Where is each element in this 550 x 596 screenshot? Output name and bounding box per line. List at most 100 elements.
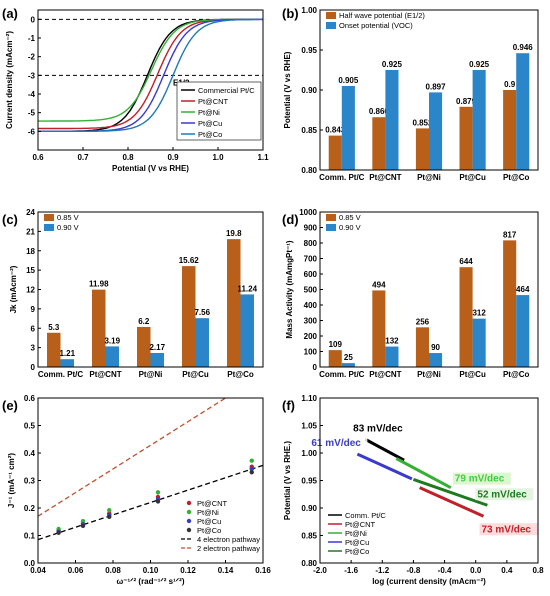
- legend-swatch: [44, 224, 54, 231]
- data-label: 5.3: [48, 323, 60, 332]
- y-tick-label: 0.4: [24, 449, 36, 458]
- y-tick-label: 0.6: [24, 394, 36, 403]
- y-tick-label: -3: [28, 71, 36, 80]
- y-tick-label: 0.95: [301, 477, 317, 486]
- data-label: 312: [472, 309, 486, 318]
- y-axis-label: J⁻¹ (mA⁻¹ cm²): [7, 453, 16, 508]
- bar: [472, 70, 486, 170]
- data-label: 90: [431, 343, 440, 352]
- series-line: [419, 486, 485, 518]
- x-tick-label: 0.8: [122, 153, 134, 162]
- y-tick-label: 900: [304, 224, 318, 233]
- data-label: 0.925: [382, 60, 403, 69]
- data-point: [80, 519, 86, 524]
- slope-label: 79 mV/dec: [455, 474, 505, 485]
- data-label: 494: [372, 280, 386, 289]
- x-tick-label: Pt@Ni: [417, 370, 441, 379]
- data-label: 11.24: [237, 284, 257, 293]
- data-point: [249, 470, 254, 475]
- data-label: 11.98: [89, 280, 109, 289]
- bar: [92, 289, 106, 367]
- legend-box: [176, 81, 262, 141]
- data-point: [56, 530, 61, 535]
- x-tick-label: 0.6: [32, 153, 44, 162]
- x-tick-label: 0.04: [30, 566, 46, 575]
- x-tick-label: -2.0: [313, 566, 327, 575]
- data-label: 0.946: [513, 43, 534, 52]
- x-tick-label: 0.8: [532, 566, 544, 575]
- x-tick-label: 1.1: [257, 153, 269, 162]
- legend-swatch: [326, 12, 336, 19]
- data-point: [249, 458, 254, 463]
- y-axis-label: Jk (mAcm⁻²): [9, 265, 18, 313]
- data-label: 25: [344, 353, 353, 362]
- series-line: [395, 457, 452, 489]
- bar: [516, 53, 530, 171]
- slope-label: 73 mV/dec: [482, 524, 532, 535]
- x-tick-label: Pt@CNT: [369, 173, 401, 182]
- reference-line: [37, 397, 226, 517]
- series-line: [38, 18, 263, 132]
- legend-label: Pt@Co: [197, 526, 221, 535]
- bar: [372, 290, 386, 367]
- x-tick-label: Pt@CNT: [369, 370, 401, 379]
- data-point: [107, 508, 112, 513]
- x-axis-label: ω⁻¹ᐟ² (rad⁻¹ᐟ² s¹ᐟ²): [116, 577, 184, 586]
- y-tick-label: 800: [304, 239, 318, 248]
- y-tick-label: 0.90: [301, 86, 317, 95]
- legend-label: Commercial Pt/C: [198, 86, 255, 95]
- y-tick-label: 0.1: [24, 532, 36, 541]
- x-tick-label: 0.06: [68, 566, 84, 575]
- data-label: 817: [503, 230, 517, 239]
- data-label: 0.9: [504, 80, 516, 89]
- legend-label: Pt@Cu: [197, 517, 221, 526]
- bar: [459, 267, 473, 367]
- bar: [472, 318, 486, 367]
- y-tick-label: 500: [304, 286, 318, 295]
- series-line: [356, 452, 413, 481]
- legend-label: Pt@Cu: [198, 119, 222, 128]
- x-tick-label: Pt@Co: [227, 370, 254, 379]
- legend-label: 4 electron pathway: [197, 535, 260, 544]
- data-label: 109: [329, 340, 343, 349]
- data-label: 7.56: [194, 308, 210, 317]
- bar: [227, 239, 241, 367]
- y-tick-label: 18: [26, 247, 35, 256]
- label-highlight: [475, 488, 534, 501]
- y-tick-label: -2: [28, 53, 36, 62]
- x-tick-label: Pt@Ni: [417, 173, 441, 182]
- x-tick-label: Comm. Pt/C: [38, 370, 84, 379]
- x-tick-label: 0.4: [501, 566, 513, 575]
- legend-swatch: [326, 214, 336, 221]
- data-label: 0.879: [456, 97, 477, 106]
- y-tick-label: 0.95: [301, 46, 317, 55]
- series-line: [364, 437, 405, 462]
- panel-label: (f): [282, 398, 295, 413]
- y-tick-label: 9: [31, 305, 36, 314]
- data-label: 6.2: [138, 317, 150, 326]
- x-tick-label: 0.9: [167, 153, 179, 162]
- bar: [385, 346, 399, 367]
- y-tick-label: 100: [304, 348, 318, 357]
- bar: [328, 350, 342, 367]
- label-highlight: [309, 437, 368, 450]
- x-tick-label: 0.7: [77, 153, 89, 162]
- x-tick-label: -1.6: [344, 566, 358, 575]
- bar: [516, 295, 530, 367]
- x-axis-label: log (current density (mAcm⁻²): [372, 577, 486, 586]
- panel-label: (d): [282, 212, 299, 227]
- legend-swatch: [326, 224, 336, 231]
- y-tick-label: 1000: [299, 208, 317, 217]
- y-tick-label: 200: [304, 332, 318, 341]
- x-tick-label: Pt@Cu: [459, 370, 486, 379]
- y-axis-label: Mass Activity (mAmgPt⁻¹): [285, 240, 294, 339]
- legend-label: 0.85 V: [57, 213, 79, 222]
- data-label: 464: [516, 285, 530, 294]
- panel-label: (b): [282, 6, 299, 21]
- bar: [137, 326, 151, 367]
- x-tick-label: 0.16: [255, 566, 271, 575]
- y-tick-label: 0.85: [301, 532, 317, 541]
- y-tick-label: 0: [31, 363, 36, 372]
- y-tick-label: 3: [31, 344, 36, 353]
